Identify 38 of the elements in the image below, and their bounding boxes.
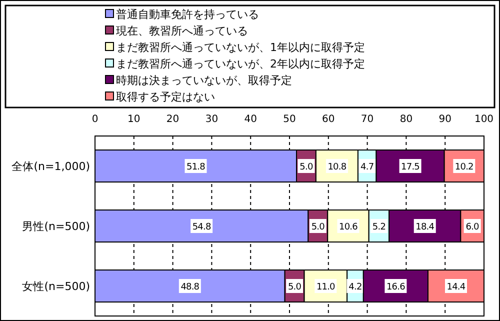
x-tick-label: 10 xyxy=(128,114,140,125)
data-label: 48.8 xyxy=(180,282,200,292)
x-tick-label: 70 xyxy=(360,114,374,125)
data-label: 10.8 xyxy=(328,162,347,172)
data-label: 6.0 xyxy=(466,222,480,232)
data-label: 16.6 xyxy=(386,282,406,292)
data-label: 18.4 xyxy=(416,222,435,232)
x-tick-label: 100 xyxy=(474,114,494,125)
legend-label: 現在、教習所へ通っている xyxy=(116,24,248,38)
data-label: 4.7 xyxy=(360,162,374,172)
data-label: 14.4 xyxy=(446,282,466,292)
x-tick-label: 20 xyxy=(166,114,180,125)
legend-label: まだ教習所へ通っていないが、2年以内に取得予定 xyxy=(116,58,365,70)
x-tick-label: 30 xyxy=(205,114,218,125)
data-label: 11.0 xyxy=(316,282,336,292)
x-tick-label: 50 xyxy=(283,114,296,125)
data-label: 10.6 xyxy=(339,222,358,232)
data-label: 5.0 xyxy=(300,162,314,172)
y-tick-label: 女性(n=500) xyxy=(22,280,90,293)
x-tick-label: 90 xyxy=(438,114,452,125)
data-label: 5.2 xyxy=(372,222,386,232)
data-label: 5.0 xyxy=(288,282,302,292)
data-label: 4.2 xyxy=(348,282,362,292)
data-label: 5.0 xyxy=(311,222,326,232)
legend-label: まだ教習所へ通っていないが、1年以内に取得予定 xyxy=(116,41,365,54)
data-label: 10.2 xyxy=(454,162,474,172)
data-label: 54.8 xyxy=(192,222,212,232)
x-tick-label: 80 xyxy=(400,114,413,125)
y-tick-label: 男性(n=500) xyxy=(22,220,90,233)
x-tick-label: 60 xyxy=(322,114,335,125)
x-tick-label: 0 xyxy=(92,114,98,125)
data-label: 17.5 xyxy=(401,162,420,172)
data-label: 51.8 xyxy=(186,162,206,172)
x-tick-label: 40 xyxy=(244,114,257,125)
legend-label: 時期は決まっていないが、取得予定 xyxy=(116,74,292,87)
y-tick-label: 全体(n=1,000) xyxy=(12,160,90,173)
legend-label: 普通自動車免許を持っている xyxy=(116,8,259,21)
legend-label: 取得する予定はない xyxy=(116,90,215,104)
